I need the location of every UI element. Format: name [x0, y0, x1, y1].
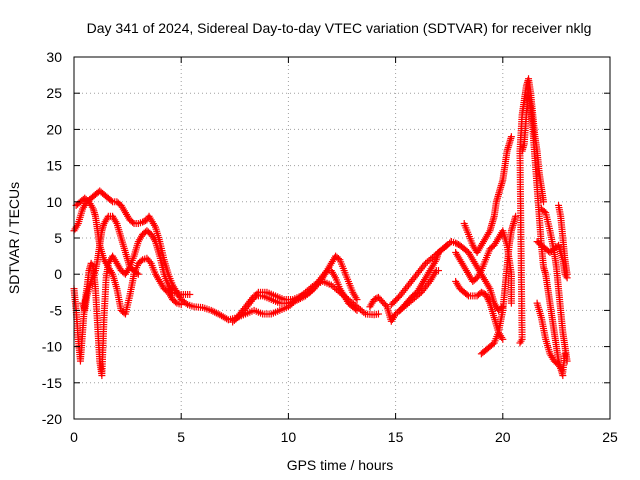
data-point — [463, 291, 471, 299]
y-tick-label: 0 — [54, 266, 62, 282]
data-point — [517, 337, 525, 345]
data-point — [353, 296, 361, 304]
y-tick-label: 20 — [46, 121, 62, 137]
y-tick-label: 15 — [46, 158, 62, 174]
x-tick-label: 25 — [602, 429, 618, 445]
y-tick-label: 30 — [46, 49, 62, 65]
data-point — [137, 257, 145, 265]
x-tick-label: 0 — [70, 429, 78, 445]
data-point — [134, 270, 142, 278]
data-point — [540, 198, 548, 206]
x-axis: 0 5 10 15 20 25 — [70, 57, 618, 445]
y-tick-label: -15 — [42, 375, 62, 391]
chart-title: Day 341 of 2024, Sidereal Day-to-day VTE… — [87, 20, 592, 36]
data-point — [129, 218, 137, 226]
data-point — [561, 350, 569, 358]
data-point — [507, 133, 515, 141]
data-point — [512, 212, 520, 220]
y-tick-label: 10 — [46, 194, 62, 210]
x-tick-label: 5 — [177, 429, 185, 445]
data-point — [171, 298, 179, 306]
y-tick-label: 25 — [46, 85, 62, 101]
x-tick-label: 15 — [388, 429, 404, 445]
data-point — [434, 267, 442, 275]
x-tick-label: 20 — [495, 429, 511, 445]
data-point — [229, 318, 237, 326]
data-points — [70, 75, 571, 380]
y-tick-label: -10 — [42, 339, 62, 355]
data-point — [133, 269, 141, 277]
data-point — [499, 335, 507, 343]
y-tick-label: -20 — [42, 411, 62, 427]
data-point — [177, 301, 185, 309]
grid — [74, 57, 610, 419]
data-point — [360, 309, 368, 317]
x-axis-label: GPS time / hours — [287, 457, 394, 473]
y-tick-label: 5 — [54, 230, 62, 246]
y-tick-label: -5 — [50, 302, 63, 318]
y-axis-label: SDTVAR / TECUs — [6, 182, 22, 294]
data-point — [446, 239, 454, 247]
data-point — [563, 270, 571, 278]
data-point — [186, 290, 194, 298]
data-point — [382, 301, 390, 309]
data-point — [507, 299, 515, 307]
data-point — [374, 310, 382, 318]
data-point — [308, 283, 316, 291]
data-point — [146, 258, 154, 266]
x-tick-label: 10 — [281, 429, 297, 445]
y-axis: -20 -15 -10 -5 0 5 10 15 20 25 30 — [42, 49, 610, 427]
data-point — [107, 197, 115, 205]
data-point — [182, 299, 190, 307]
